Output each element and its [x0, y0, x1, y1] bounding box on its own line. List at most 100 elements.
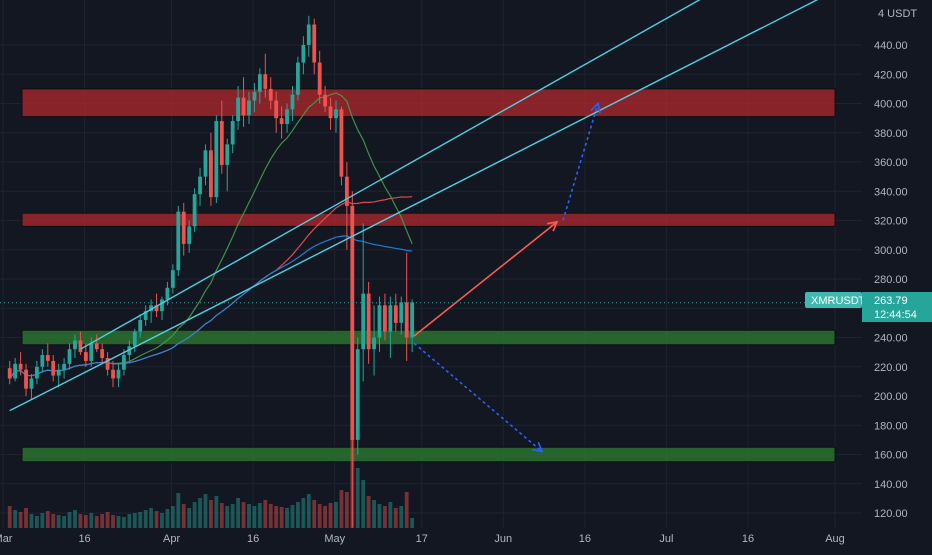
time-axis[interactable] [0, 528, 932, 550]
candle-body [323, 94, 328, 107]
candle-body [393, 305, 398, 323]
candle-body [181, 211, 186, 244]
candle-body [339, 109, 344, 177]
price-tick-label: 300.00 [874, 245, 908, 257]
time-tick-label: 17 [416, 533, 428, 545]
candle-body [214, 121, 219, 198]
price-tick-label: 380.00 [874, 128, 908, 140]
candle-body [383, 305, 387, 332]
time-tick-label: Apr [163, 533, 180, 545]
candle-body [24, 369, 28, 389]
time-tick-label: 16 [78, 533, 90, 545]
volume-bar [230, 504, 235, 528]
candle-body [94, 343, 99, 350]
candle-body [257, 74, 262, 92]
volume-bar [7, 506, 12, 528]
volume-bar [116, 516, 121, 528]
volume-bar [366, 496, 371, 528]
trendline [9, 0, 819, 412]
candle-body [170, 270, 175, 288]
scale-unit-label: 4 USDT [878, 8, 917, 20]
volume-bar [236, 498, 241, 528]
candle-body [73, 340, 77, 350]
volume-bar [192, 502, 197, 528]
candle-body [263, 74, 268, 89]
price-tick-label: 160.00 [874, 450, 908, 462]
candle-body [143, 311, 148, 320]
candle-body [285, 109, 289, 124]
volume-bar [268, 504, 273, 528]
volume-bar [279, 507, 284, 528]
candle-body [306, 24, 311, 45]
volume-bar [154, 511, 159, 528]
volume-bar [170, 506, 175, 528]
volume-bar [160, 513, 164, 528]
price-axis[interactable] [862, 0, 932, 550]
candle-body [203, 150, 208, 177]
volume-bar [257, 503, 262, 528]
candle-body [165, 287, 170, 300]
price-tick-label: 320.00 [874, 216, 908, 228]
candle-body [219, 121, 224, 165]
price-tick-label: 120.00 [874, 508, 908, 520]
time-tick-label: 16 [247, 533, 259, 545]
candle-body [355, 349, 360, 440]
candle-body [328, 106, 333, 119]
volume-bar [361, 480, 366, 528]
time-tick-label: May [324, 533, 345, 545]
candle-body [350, 205, 355, 440]
resistance-zone [21, 212, 836, 227]
price-tick-label: 400.00 [874, 99, 908, 111]
volume-bar [51, 514, 56, 528]
candle-body [241, 97, 246, 116]
volume-bar [149, 508, 154, 528]
volume-bar [127, 514, 132, 528]
volume-bar [105, 512, 110, 528]
volume-bar [203, 494, 208, 528]
volume-bar [388, 502, 393, 528]
volume-bar [35, 516, 39, 528]
candle-body [13, 363, 18, 379]
candle-body [198, 176, 202, 195]
candle-body [296, 62, 300, 95]
volume-bar [209, 500, 213, 528]
volume-bar [312, 500, 317, 528]
volume-bar [176, 493, 181, 528]
candle-body [187, 226, 192, 244]
candle-body [132, 331, 137, 347]
resistance-zone [21, 88, 836, 118]
candle-body [149, 305, 154, 312]
candle-body [89, 343, 94, 361]
support-zone [21, 329, 836, 346]
time-tick-label: Aug [825, 533, 845, 545]
time-tick-label: Jul [659, 533, 673, 545]
candle-body [372, 337, 376, 350]
candle-body [116, 369, 121, 379]
candle-body [252, 91, 257, 101]
volume-bar [393, 508, 398, 528]
time-tick-label: 16 [742, 533, 754, 545]
volume-bar [29, 514, 34, 528]
candle-body [62, 363, 67, 370]
symbol-label: XMRUSDT [811, 295, 866, 307]
volume-bar [24, 508, 28, 528]
price-tick-label: 220.00 [874, 362, 908, 374]
volume-bar [83, 515, 88, 528]
candle-body [154, 305, 159, 312]
candle-body [361, 293, 366, 350]
arrow-down-blue-head [532, 441, 544, 453]
symbol-badge [805, 292, 862, 308]
price-tick-label: 440.00 [874, 40, 908, 52]
last-price-value: 263.79 [874, 295, 908, 307]
price-tick-label: 340.00 [874, 186, 908, 198]
candle-body [105, 357, 110, 370]
volume-bar [383, 506, 387, 528]
candle-body [301, 45, 306, 63]
candle-body [404, 302, 409, 338]
candle-body [317, 62, 322, 95]
candle-body [410, 302, 415, 338]
volume-bar [40, 513, 45, 528]
price-tick-label: 280.00 [874, 274, 908, 286]
